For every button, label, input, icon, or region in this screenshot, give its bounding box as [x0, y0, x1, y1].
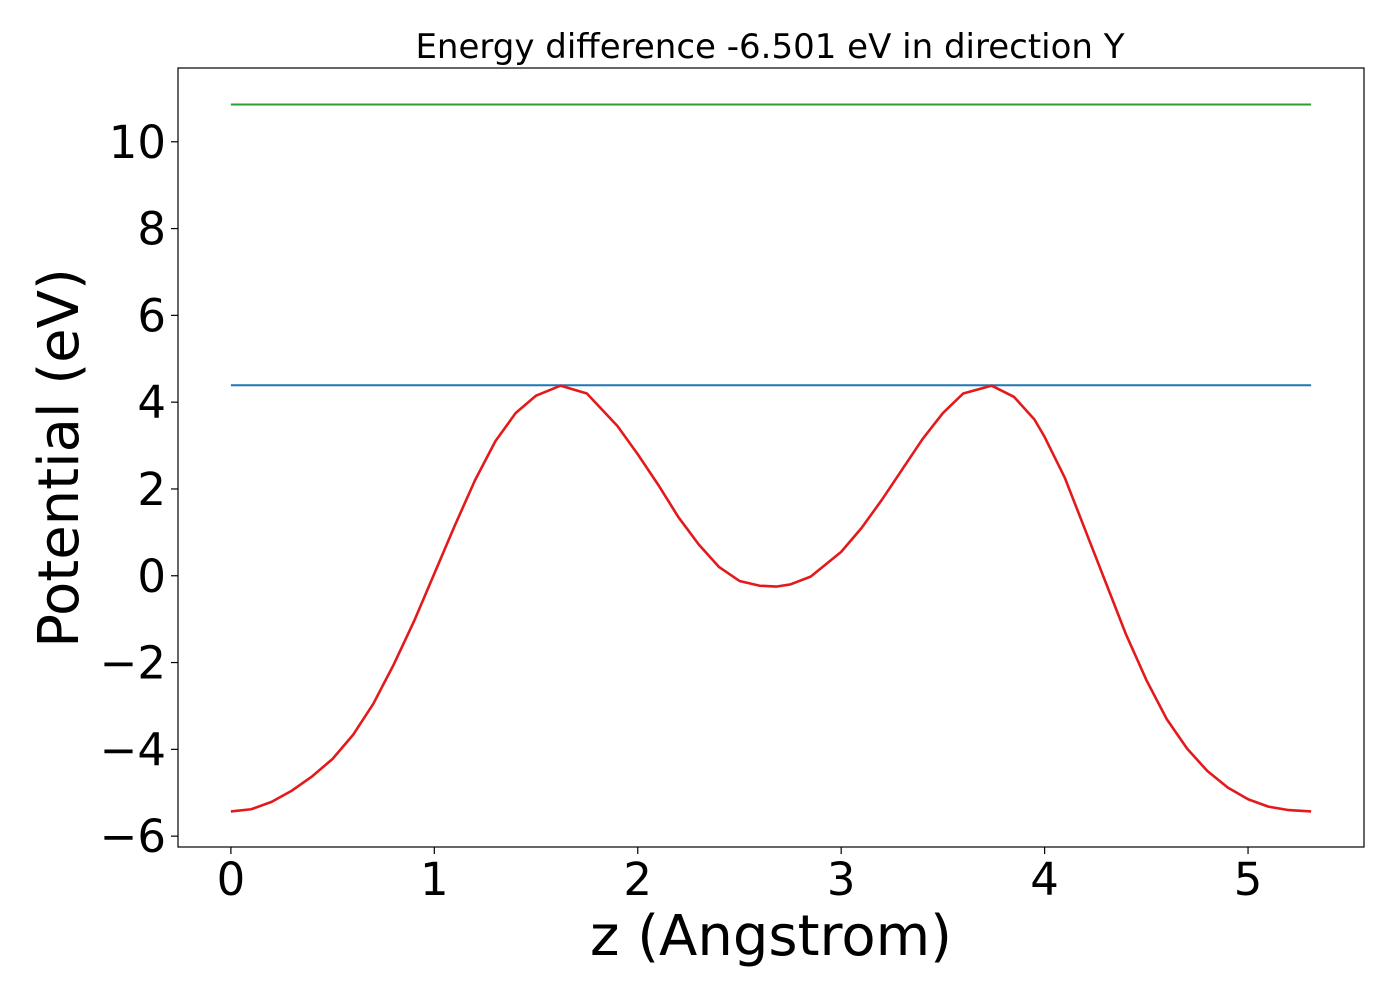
y-tick-label: 8	[137, 203, 166, 256]
plot-frame	[177, 67, 1365, 848]
plot-lines	[230, 103, 1312, 813]
x-tick-label: 1	[420, 853, 449, 906]
x-axis-ticks: 0 1 2 3 4 5	[217, 847, 1263, 906]
y-axis-ticks: −6 −4 −2 0 2 4 6 8 10	[100, 116, 178, 863]
y-tick-label: 0	[137, 550, 166, 603]
series-line-potential	[230, 384, 1312, 813]
y-tick-label: 2	[137, 463, 166, 516]
y-tick-label: −6	[100, 810, 166, 863]
y-tick-label: 4	[137, 376, 166, 429]
y-tick-label: −4	[100, 723, 166, 776]
x-tick-label: 5	[1234, 853, 1263, 906]
y-tick-label: −2	[100, 637, 166, 690]
chart-title: Energy difference -6.501 eV in direction…	[415, 27, 1124, 67]
x-tick-label: 3	[827, 853, 856, 906]
x-tick-label: 4	[1030, 853, 1059, 906]
y-tick-label: 6	[137, 289, 166, 342]
y-axis-label: Potential (eV)	[27, 268, 92, 648]
x-tick-label: 0	[217, 853, 246, 906]
x-axis-label: z (Angstrom)	[590, 904, 952, 969]
x-tick-label: 2	[623, 853, 652, 906]
y-tick-label: 10	[109, 116, 166, 169]
